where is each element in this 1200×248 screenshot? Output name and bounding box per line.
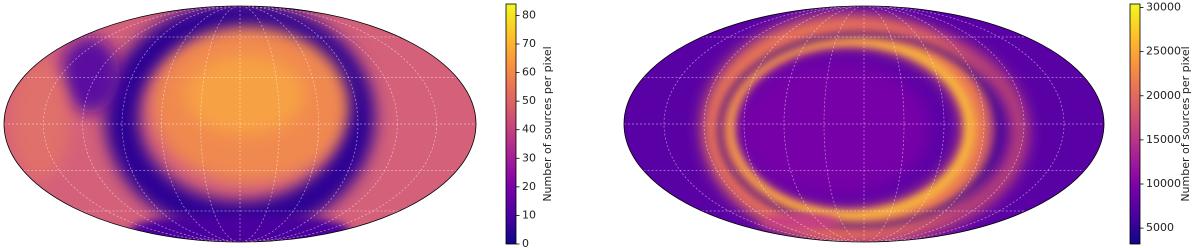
- colorbar-label: Number of sources per pixel: [541, 46, 554, 201]
- colorbar-tick-label: 60: [522, 66, 536, 79]
- colorbar-tick-label: 10: [522, 208, 536, 221]
- density-region: [185, 55, 305, 135]
- colorbar-tick-label: 20: [522, 180, 536, 193]
- density-region: [725, 35, 975, 221]
- colorbar-tick-label: 10000: [1146, 177, 1181, 190]
- colorbar-tick-label: 50: [522, 94, 536, 107]
- colorbar-tick-label: 5000: [1146, 221, 1174, 234]
- colorbar-tick-label: 30000: [1146, 1, 1181, 14]
- colorbar-tick-label: 15000: [1146, 133, 1181, 146]
- meridian: [160, 6, 320, 242]
- density-region: [718, 32, 1002, 228]
- colorbar: [1129, 3, 1141, 245]
- colorbar-label: Number of sources per pixel: [1179, 46, 1192, 201]
- density-region: [740, 60, 930, 196]
- colorbar-tick-label: 30: [522, 151, 536, 164]
- meridian: [200, 6, 280, 242]
- colorbar-tick-label: 70: [522, 37, 536, 50]
- density-region: [760, 214, 840, 230]
- density-region: [60, 37, 120, 113]
- map-outline: [623, 5, 1105, 243]
- colorbar-tick-label: 25000: [1146, 45, 1181, 58]
- map-panel: 5000 10000 15000 20000 25000 30000 Number of s…: [623, 1, 1192, 245]
- density-region: [10, 60, 70, 180]
- colorbar-tick-label: 80: [522, 8, 536, 21]
- colorbar-tick-label: 40: [522, 123, 536, 136]
- sky-map: [624, 6, 1104, 242]
- map-outline: [3, 5, 477, 243]
- sky-map: [4, 6, 476, 242]
- colorbar-tick-label: 0: [522, 237, 529, 248]
- colorbar: [505, 3, 517, 245]
- map-panel: 0 10 20 30 40 50 60 70 80 Number of sources per p…: [3, 3, 554, 248]
- colorbar-tick-label: 20000: [1146, 89, 1181, 102]
